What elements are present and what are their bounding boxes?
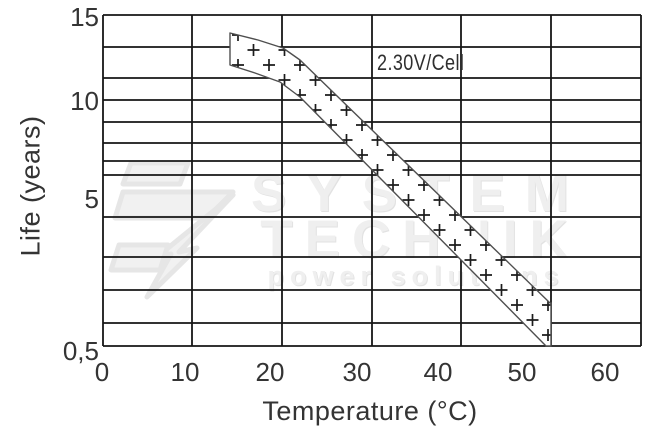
watermark-logo-icon: [108, 160, 236, 300]
y-tick-label: 15: [70, 2, 99, 32]
x-tick-label: 50: [507, 357, 537, 387]
life-band: [229, 32, 552, 347]
x-tick-label: 0: [94, 357, 110, 387]
y-tick-label: 5: [84, 184, 99, 214]
voltage-annotation: 2.30V/Cell: [377, 50, 465, 75]
x-tick-label: 30: [342, 357, 372, 387]
y-tick-label: 0,5: [62, 336, 99, 366]
x-tick-label: 20: [255, 357, 285, 387]
x-tick-label: 60: [590, 357, 620, 387]
x-tick-label: 10: [170, 357, 200, 387]
x-tick-label: 40: [423, 357, 453, 387]
x-axis-title: Temperature (°C): [262, 396, 478, 426]
watermark-text-technik: TECHNIK: [260, 210, 580, 269]
y-tick-label: 10: [70, 86, 99, 116]
